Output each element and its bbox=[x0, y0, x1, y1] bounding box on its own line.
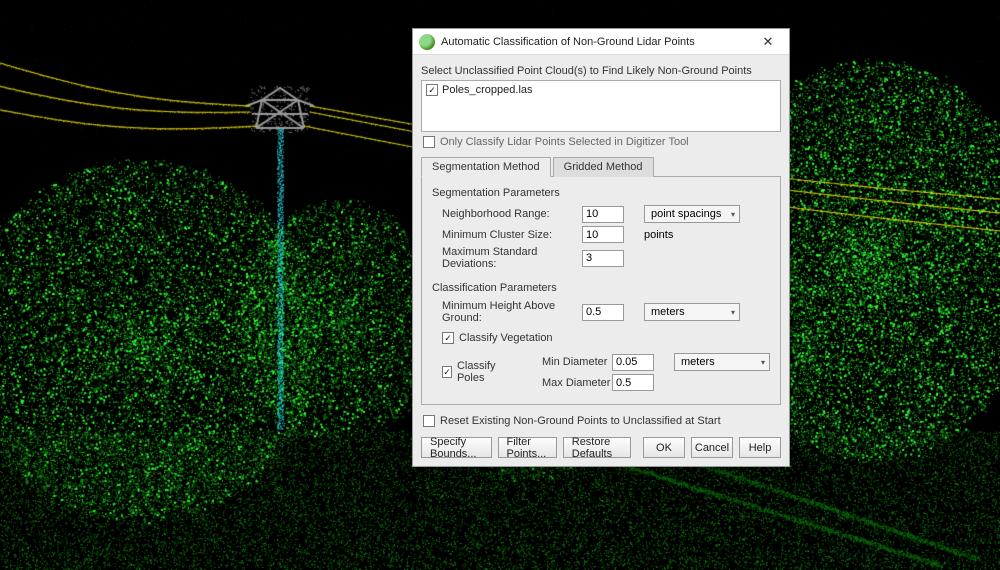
max-diameter-input[interactable] bbox=[612, 374, 654, 391]
min-height-input[interactable] bbox=[582, 304, 624, 321]
button-bar: Specify Bounds... Filter Points... Resto… bbox=[421, 431, 781, 458]
classify-poles-label: Classify Poles bbox=[457, 360, 512, 384]
only-selected-label: Only Classify Lidar Points Selected in D… bbox=[440, 136, 689, 148]
select-cloud-label: Select Unclassified Point Cloud(s) to Fi… bbox=[421, 65, 781, 77]
tab-gridded[interactable]: Gridded Method bbox=[553, 157, 654, 177]
neighborhood-range-input[interactable] bbox=[582, 206, 624, 223]
min-diameter-input[interactable] bbox=[612, 354, 654, 371]
close-icon[interactable]: ✕ bbox=[753, 32, 783, 52]
app-icon bbox=[419, 34, 435, 50]
classify-vegetation-label: Classify Vegetation bbox=[459, 332, 553, 344]
titlebar[interactable]: Automatic Classification of Non-Ground L… bbox=[413, 29, 789, 55]
reset-existing-label: Reset Existing Non-Ground Points to Uncl… bbox=[440, 415, 721, 427]
classification-dialog: Automatic Classification of Non-Ground L… bbox=[412, 28, 790, 467]
min-height-unit-select[interactable]: meters ▾ bbox=[644, 303, 740, 321]
only-selected-checkbox[interactable] bbox=[423, 136, 435, 148]
min-cluster-size-unit: points bbox=[644, 229, 673, 241]
chevron-down-icon: ▾ bbox=[761, 358, 765, 367]
file-checkbox[interactable] bbox=[426, 84, 438, 96]
reset-existing-checkbox[interactable] bbox=[423, 415, 435, 427]
classify-vegetation-checkbox[interactable] bbox=[442, 332, 454, 344]
min-height-unit-value: meters bbox=[651, 306, 685, 318]
cancel-button[interactable]: Cancel bbox=[691, 437, 733, 458]
pole-diameter-unit-value: meters bbox=[681, 356, 715, 368]
neighborhood-range-unit-select[interactable]: point spacings ▾ bbox=[644, 205, 740, 223]
neighborhood-range-label: Neighborhood Range: bbox=[432, 208, 582, 220]
help-button[interactable]: Help bbox=[739, 437, 781, 458]
restore-defaults-button[interactable]: Restore Defaults bbox=[563, 437, 631, 458]
ok-button[interactable]: OK bbox=[643, 437, 685, 458]
list-item[interactable]: Poles_cropped.las bbox=[426, 84, 776, 96]
filter-points-button[interactable]: Filter Points... bbox=[498, 437, 557, 458]
file-name-label: Poles_cropped.las bbox=[442, 84, 533, 96]
segmentation-params-title: Segmentation Parameters bbox=[432, 187, 770, 199]
min-diameter-label: Min Diameter bbox=[542, 356, 612, 368]
chevron-down-icon: ▾ bbox=[731, 210, 735, 219]
chevron-down-icon: ▾ bbox=[731, 308, 735, 317]
min-cluster-size-input[interactable] bbox=[582, 226, 624, 243]
method-tabs: Segmentation Method Gridded Method bbox=[421, 156, 781, 177]
min-cluster-size-label: Minimum Cluster Size: bbox=[432, 229, 582, 241]
pole-diameter-unit-select[interactable]: meters ▾ bbox=[674, 353, 770, 371]
tab-segmentation[interactable]: Segmentation Method bbox=[421, 157, 551, 177]
classification-params-title: Classification Parameters bbox=[432, 282, 770, 294]
neighborhood-range-unit-value: point spacings bbox=[651, 208, 721, 220]
file-listbox[interactable]: Poles_cropped.las bbox=[421, 80, 781, 132]
window-title: Automatic Classification of Non-Ground L… bbox=[441, 36, 753, 48]
max-std-dev-input[interactable] bbox=[582, 250, 624, 267]
max-diameter-label: Max Diameter bbox=[542, 377, 612, 389]
max-std-dev-label: Maximum Standard Deviations: bbox=[432, 246, 582, 270]
classify-poles-checkbox[interactable] bbox=[442, 366, 452, 378]
specify-bounds-button[interactable]: Specify Bounds... bbox=[421, 437, 492, 458]
min-height-label: Minimum Height Above Ground: bbox=[432, 300, 582, 324]
segmentation-panel: Segmentation Parameters Neighborhood Ran… bbox=[421, 177, 781, 405]
